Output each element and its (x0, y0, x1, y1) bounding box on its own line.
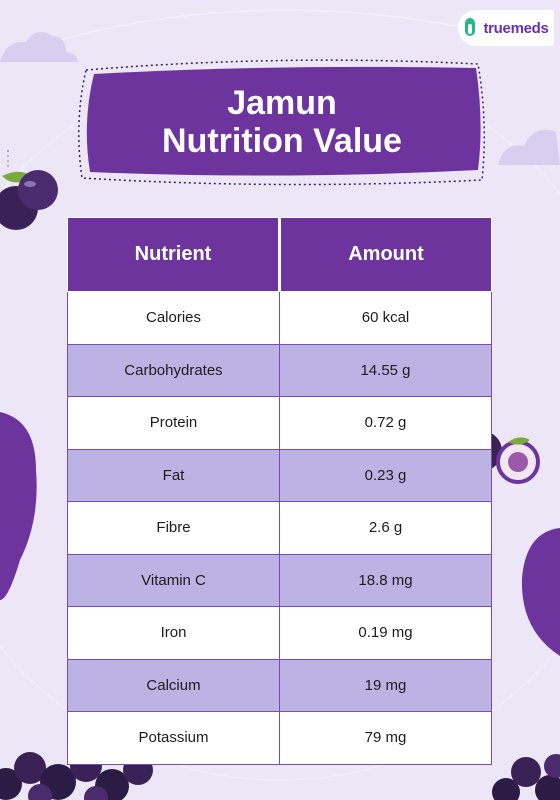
nutrient-cell: Iron (67, 606, 280, 660)
brand-badge[interactable]: truemeds (458, 10, 554, 46)
title-line-1: Jamun (227, 84, 337, 122)
table-row: Protein 0.72 g (67, 396, 492, 450)
amount-cell: 0.19 mg (279, 606, 492, 660)
nutrient-cell: Fibre (67, 501, 280, 555)
amount-cell: 0.23 g (279, 448, 492, 502)
amount-cell: 14.55 g (279, 343, 492, 397)
table-row: Vitamin C 18.8 mg (67, 553, 492, 607)
brand-logo-icon (465, 18, 476, 36)
nutrition-table: Nutrient Amount Calories 60 kcal Carbohy… (67, 217, 492, 765)
table-header-row: Nutrient Amount (67, 217, 492, 292)
nutrient-cell: Calcium (67, 658, 280, 712)
nutrient-cell: Vitamin C (67, 553, 280, 607)
jamun-fruit-icon (492, 754, 560, 800)
title-line-2: Nutrition Value (162, 122, 402, 160)
header-amount: Amount (279, 217, 492, 292)
left-blob (0, 412, 37, 600)
table-row: Fat 0.23 g (67, 448, 492, 502)
title-banner (78, 59, 485, 186)
table-row: Iron 0.19 mg (67, 606, 492, 660)
amount-cell: 18.8 mg (279, 553, 492, 607)
table-row: Calories 60 kcal (67, 291, 492, 345)
table-row: Potassium 79 mg (67, 711, 492, 765)
nutrient-cell: Fat (67, 448, 280, 502)
nutrient-cell: Protein (67, 396, 280, 450)
cloud-icon (498, 129, 560, 165)
right-blob (521, 528, 560, 656)
nutrient-cell: Potassium (67, 711, 280, 765)
page-title: Jamun Nutrition Value (72, 84, 492, 160)
nutrient-cell: Calories (67, 291, 280, 345)
nutrient-cell: Carbohydrates (67, 343, 280, 397)
amount-cell: 0.72 g (279, 396, 492, 450)
jamun-fruit-icon (0, 750, 153, 800)
brand-name: truemeds (483, 19, 549, 37)
table-row: Carbohydrates 14.55 g (67, 343, 492, 397)
header-nutrient: Nutrient (67, 217, 281, 292)
jamun-fruit-icon (0, 150, 58, 230)
amount-cell: 19 mg (279, 658, 492, 712)
amount-cell: 60 kcal (279, 291, 492, 345)
table-row: Fibre 2.6 g (67, 501, 492, 555)
amount-cell: 2.6 g (279, 501, 492, 555)
table-row: Calcium 19 mg (67, 658, 492, 712)
amount-cell: 79 mg (279, 711, 492, 765)
cloud-icon (0, 32, 78, 62)
